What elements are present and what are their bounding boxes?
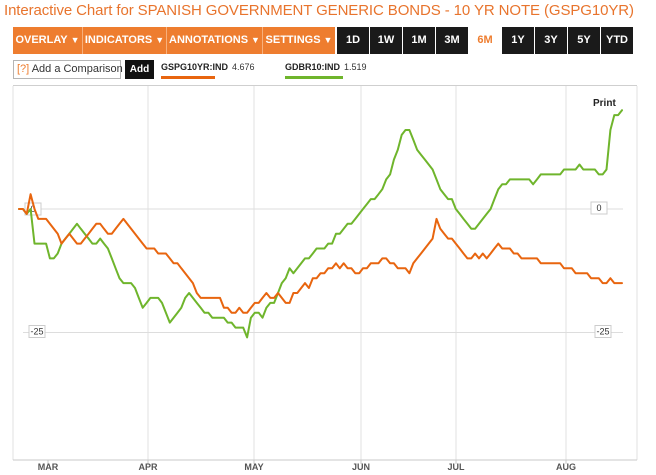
x-tick-label-apr: APR <box>138 462 158 472</box>
series-line-gdbr10 <box>18 109 623 339</box>
legend-item-gspg10yr: GSPG10YR:IND 4.676 <box>161 62 255 79</box>
print-link[interactable]: Print <box>593 98 616 109</box>
indicators-menu-label: INDICATORS <box>84 34 153 46</box>
chart-title: Interactive Chart for SPANISH GOVERNMENT… <box>4 2 634 19</box>
annotations-menu-label: ANNOTATIONS <box>169 34 249 46</box>
legend-value: 1.519 <box>344 62 367 72</box>
legend-swatch-orange <box>161 76 215 79</box>
overlay-menu-button[interactable]: OVERLAY ▼ <box>13 27 83 54</box>
y-tick-label-right-minus-25-box <box>594 325 612 338</box>
chevron-down-icon: ▼ <box>323 35 333 45</box>
legend-ticker: GDBR10:IND <box>285 62 341 72</box>
x-tick-label-jun: JUN <box>352 462 370 472</box>
y-tick-label-right-0-box <box>590 201 608 215</box>
y-tick-label-right-0: 0 <box>596 203 601 213</box>
x-tick-label-mar: MAR <box>38 462 59 472</box>
range-button-ytd[interactable]: YTD <box>601 27 633 54</box>
range-button-1y[interactable]: 1Y <box>502 27 534 54</box>
settings-menu-button[interactable]: SETTINGS ▼ <box>263 27 335 54</box>
range-button-3m[interactable]: 3M <box>436 27 468 54</box>
x-tick-label-may: MAY <box>244 462 263 472</box>
range-button-1w[interactable]: 1W <box>370 27 402 54</box>
settings-menu-label: SETTINGS <box>265 34 321 46</box>
range-button-3y[interactable]: 3Y <box>535 27 567 54</box>
x-tick-label-aug: AUG <box>556 462 576 472</box>
chevron-down-icon: ▼ <box>251 35 260 45</box>
range-button-1m[interactable]: 1M <box>403 27 435 54</box>
header-divider <box>13 85 637 86</box>
chart-toolbar: OVERLAY ▼ INDICATORS ▼ ANNOTATIONS ▼ SETTIN… <box>13 27 637 54</box>
add-comparison-label: Add a Comparison <box>31 63 123 75</box>
annotations-menu-button[interactable]: ANNOTATIONS ▼ <box>167 27 263 54</box>
y-tick-label-left-minus-25-box <box>28 325 46 338</box>
legend-swatch-green <box>285 76 343 79</box>
chevron-down-icon: ▼ <box>155 35 165 45</box>
add-button[interactable]: Add <box>125 60 154 79</box>
indicators-menu-button[interactable]: INDICATORS ▼ <box>83 27 167 54</box>
chevron-down-icon: ▼ <box>70 35 80 45</box>
legend-item-gdbr10: GDBR10:IND 1.519 <box>285 62 367 79</box>
y-tick-label-left-minus-25: -25 <box>30 327 43 337</box>
y-tick-label-right-minus-25: -25 <box>596 327 609 337</box>
legend-ticker: GSPG10YR:IND <box>161 62 229 72</box>
legend-value: 4.676 <box>232 62 255 72</box>
series-line-gspg10yr <box>18 193 623 314</box>
range-button-5y[interactable]: 5Y <box>568 27 600 54</box>
range-button-1d[interactable]: 1D <box>337 27 369 54</box>
overlay-menu-label: OVERLAY <box>15 34 68 46</box>
range-button-6m[interactable]: 6M <box>469 27 501 54</box>
y-tick-label-left-0: 0 <box>30 204 35 214</box>
add-comparison-field[interactable]: [?] Add a Comparison <box>13 60 123 79</box>
help-icon[interactable]: [?] <box>17 63 30 75</box>
x-tick-label-jul: JUL <box>447 462 465 472</box>
